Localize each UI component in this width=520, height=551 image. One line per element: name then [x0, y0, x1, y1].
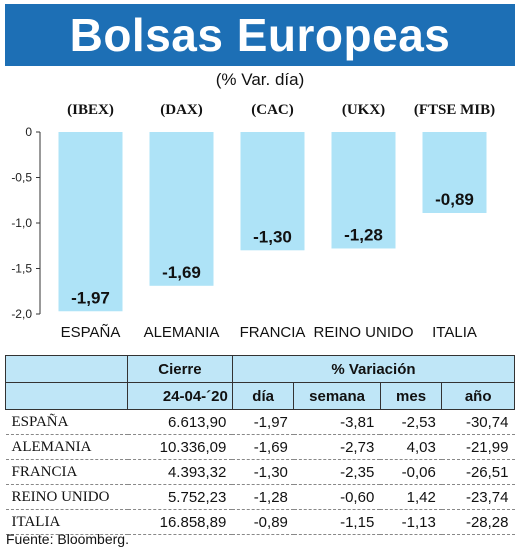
table-corner-bottom: [5, 382, 128, 410]
source-note: Fuente: Bloomberg.: [6, 531, 129, 547]
cell-ano: -26,51: [441, 459, 515, 485]
bar: [58, 132, 123, 312]
cell-dia: -1,69: [232, 434, 294, 460]
cell-semana: -2,35: [293, 459, 381, 485]
cell-ano: -21,99: [441, 434, 515, 460]
header-date: 24-04-´20: [127, 382, 233, 410]
table-row: ESPAÑA 6.613,90 -1,97 -3,81 -2,53 -30,74: [5, 409, 515, 435]
index-label: (FTSE MIB): [414, 102, 495, 118]
header-cierre: Cierre: [127, 355, 233, 383]
cell-semana: -3,81: [293, 409, 381, 435]
bar-value-label: -1,28: [344, 225, 383, 244]
table-corner-top: [5, 355, 128, 383]
cell-cierre: 16.858,89: [127, 509, 233, 535]
cell-semana: -2,73: [293, 434, 381, 460]
cell-name: ITALIA: [5, 509, 128, 535]
cell-name: ALEMANIA: [5, 434, 128, 460]
cell-cierre: 6.613,90: [127, 409, 233, 435]
cell-ano: -23,74: [441, 484, 515, 510]
cell-cierre: 4.393,32: [127, 459, 233, 485]
y-tick-label: -1,5: [11, 262, 32, 276]
cell-mes: 4,03: [380, 434, 442, 460]
bar: [422, 132, 487, 213]
chart-subtitle: (% Var. día): [215, 70, 305, 89]
category-label: FRANCIA: [240, 324, 306, 341]
cell-dia: -1,97: [232, 409, 294, 435]
index-label: (CAC): [251, 102, 294, 118]
bar-value-label: -0,89: [435, 190, 474, 209]
header-semana: semana: [293, 382, 381, 410]
bar-value-label: -1,30: [253, 227, 292, 246]
category-label: ITALIA: [432, 324, 477, 341]
table-row: REINO UNIDO 5.752,23 -1,28 -0,60 1,42 -23,74: [5, 484, 515, 510]
bar-value-label: -1,69: [162, 263, 201, 282]
cell-mes: 1,42: [380, 484, 442, 510]
cell-semana: -0,60: [293, 484, 381, 510]
index-label: (DAX): [160, 102, 203, 118]
cell-semana: -1,15: [293, 509, 381, 535]
header-mes: mes: [379, 382, 443, 410]
table-row: ALEMANIA 10.336,09 -1,69 -2,73 4,03 -21,99: [5, 434, 515, 460]
y-tick-label: 0: [25, 125, 32, 139]
cell-mes: -2,53: [380, 409, 442, 435]
category-label: ALEMANIA: [144, 324, 220, 341]
table-body: ESPAÑA 6.613,90 -1,97 -3,81 -2,53 -30,74 ALEMA…: [5, 409, 515, 535]
bar-chart: 0 -0,5 -1,0 -1,5 -2,0 (IBEX) -1,97 ESPAÑA (DAX) -…: [11, 102, 495, 341]
cell-cierre: 10.336,09: [127, 434, 233, 460]
bar: [240, 132, 305, 251]
category-label: ESPAÑA: [61, 324, 121, 341]
header-dia: día: [231, 382, 295, 410]
bar: [331, 132, 396, 249]
title-banner: Bolsas Europeas: [5, 4, 515, 66]
cell-mes: -0,06: [380, 459, 442, 485]
index-label: (IBEX): [67, 102, 114, 118]
cell-name: ESPAÑA: [5, 409, 128, 435]
cell-mes: -1,13: [380, 509, 442, 535]
cell-name: FRANCIA: [5, 459, 128, 485]
header-ano: año: [441, 382, 515, 410]
table-row: ITALIA 16.858,89 -0,89 -1,15 -1,13 -28,28: [5, 509, 515, 535]
bar: [149, 132, 214, 286]
y-tick-label: -1,0: [11, 216, 32, 230]
cell-name: REINO UNIDO: [5, 484, 128, 510]
cell-cierre: 5.752,23: [127, 484, 233, 510]
page-title: Bolsas Europeas: [69, 9, 451, 61]
cell-ano: -30,74: [441, 409, 515, 435]
cell-dia: -1,30: [232, 459, 294, 485]
table-row: FRANCIA 4.393,32 -1,30 -2,35 -0,06 -26,51: [5, 459, 515, 485]
index-label: (UKX): [342, 102, 385, 118]
cell-dia: -0,89: [232, 509, 294, 535]
category-label: REINO UNIDO: [313, 324, 413, 341]
cell-ano: -28,28: [441, 509, 515, 535]
cell-dia: -1,28: [232, 484, 294, 510]
markets-table: Cierre % Variación 24-04-´20 día semana …: [5, 355, 516, 535]
bar-value-label: -1,97: [71, 288, 110, 307]
y-tick-label: -2,0: [11, 307, 32, 321]
header-variacion: % Variación: [231, 355, 516, 383]
y-tick-label: -0,5: [11, 171, 32, 185]
